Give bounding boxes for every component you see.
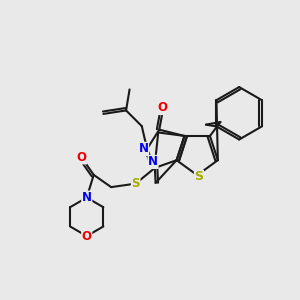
Text: O: O [158, 101, 168, 115]
Text: O: O [76, 151, 86, 164]
Text: N: N [148, 155, 158, 168]
Text: O: O [82, 230, 92, 243]
Text: N: N [82, 191, 92, 204]
Text: S: S [131, 177, 140, 190]
Text: S: S [194, 170, 203, 183]
Text: N: N [139, 142, 148, 155]
